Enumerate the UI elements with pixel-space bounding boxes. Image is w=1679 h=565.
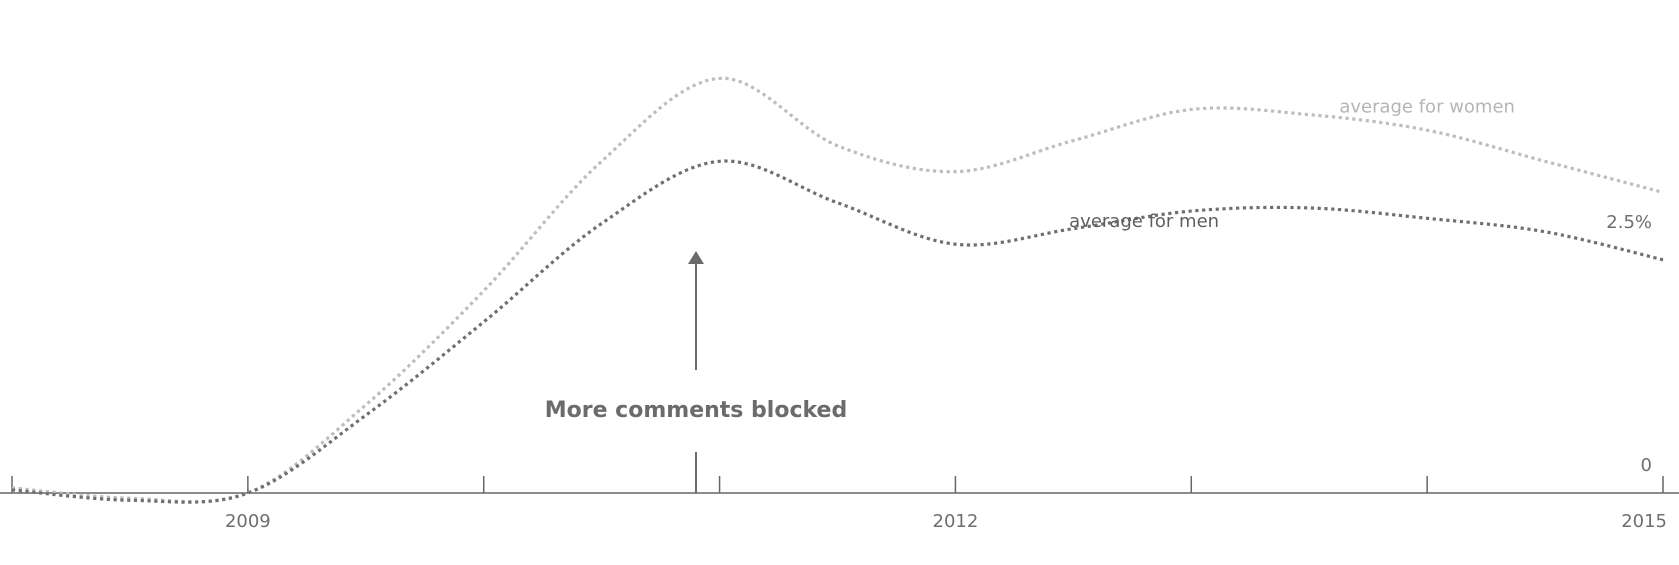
y-tick-label: 2.5% [1606,212,1652,233]
women-series-line [11,76,1664,504]
annotation-arrowhead [687,251,704,264]
x-tick-label: 2009 [225,511,271,532]
x-tick-label: 2012 [933,511,979,532]
y-tick-label: 0 [1641,455,1652,476]
annotation-label: More comments blocked [545,398,847,423]
men-series-label: average for men [1069,211,1219,232]
x-tick-label: 2015 [1621,511,1667,532]
women-series-label: average for women [1339,96,1515,117]
men-series-line [11,159,1664,504]
